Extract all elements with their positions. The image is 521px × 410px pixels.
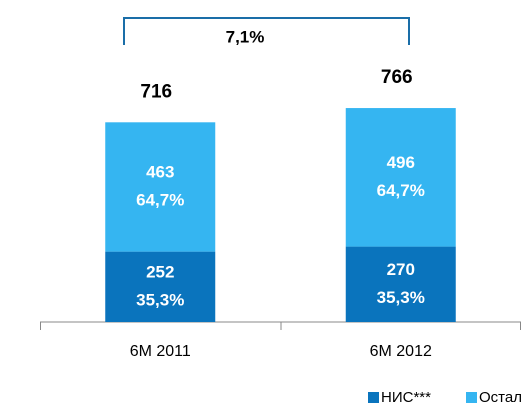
legend-swatch	[466, 392, 477, 403]
share-label: 35,3%	[136, 290, 184, 309]
bar-segment	[345, 246, 456, 322]
value-label: 252	[146, 262, 174, 281]
share-label: 64,7%	[377, 181, 425, 200]
value-label: 463	[146, 162, 174, 181]
bar-segment	[105, 251, 216, 322]
bar-segment	[345, 108, 456, 247]
growth-label: 7,1%	[226, 27, 265, 46]
share-label: 64,7%	[136, 190, 184, 209]
legend-swatch	[368, 392, 379, 403]
x-tick-label: 6M 2011	[130, 343, 191, 360]
legend-label: НИС***	[381, 389, 431, 406]
total-label: 716	[140, 81, 172, 102]
bar-segment	[105, 122, 216, 252]
growth-bracket	[123, 17, 410, 45]
legend-label: Остали**	[479, 389, 521, 406]
total-label: 766	[381, 67, 413, 88]
x-tick-label: 6M 2012	[370, 343, 432, 360]
share-label: 35,3%	[377, 288, 425, 307]
value-label: 496	[387, 153, 415, 172]
value-label: 270	[387, 260, 415, 279]
